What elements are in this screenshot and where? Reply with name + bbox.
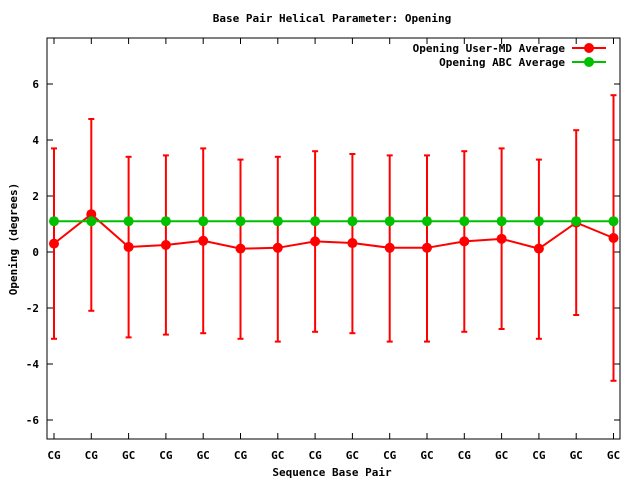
data-point-abc bbox=[310, 216, 321, 227]
data-point-user-md bbox=[422, 242, 432, 253]
data-point-abc bbox=[571, 216, 582, 227]
y-tick-label: -4 bbox=[26, 358, 40, 371]
x-axis-label: Sequence Base Pair bbox=[272, 466, 392, 479]
x-tick-label: GC bbox=[607, 449, 620, 462]
legend-swatch-marker bbox=[584, 57, 594, 67]
x-tick-label: CG bbox=[383, 449, 397, 462]
data-point-abc bbox=[49, 216, 59, 227]
x-tick-label: GC bbox=[197, 449, 210, 462]
y-tick-label: 0 bbox=[32, 246, 39, 259]
y-tick-label: -6 bbox=[26, 414, 40, 427]
data-point-user-md bbox=[86, 209, 97, 220]
data-point-user-md bbox=[533, 243, 544, 254]
data-point-abc bbox=[160, 216, 171, 227]
plot-frame bbox=[46, 37, 621, 440]
data-point-user-md bbox=[198, 235, 209, 246]
x-axis: CG CG GC CG GC CG GC CG GC CG GC CG GC CG GC GC bbox=[47, 38, 620, 462]
data-point-abc bbox=[533, 216, 544, 227]
y-tick-label: 2 bbox=[32, 190, 39, 203]
data-point-abc bbox=[272, 216, 283, 227]
data-point-user-md bbox=[496, 233, 507, 244]
data-point-user-md bbox=[608, 233, 619, 243]
y-tick-label: -2 bbox=[26, 302, 39, 315]
data-point-abc bbox=[384, 216, 395, 227]
x-tick-label: CG bbox=[47, 449, 61, 462]
x-tick-label: GC bbox=[122, 449, 135, 462]
legend-label: Opening ABC Average bbox=[439, 56, 565, 69]
data-point-user-md bbox=[310, 236, 321, 247]
x-tick-label: GC bbox=[420, 449, 433, 462]
data-point-abc bbox=[496, 216, 507, 227]
x-tick-label: CG bbox=[234, 449, 248, 462]
data-point-user-md bbox=[459, 236, 470, 247]
y-axis: -6 -4 -2 0 2 4 6 bbox=[26, 78, 620, 427]
x-tick-label: GC bbox=[271, 449, 284, 462]
chart-title: Base Pair Helical Parameter: Opening bbox=[213, 12, 451, 25]
data-point-user-md bbox=[384, 242, 395, 253]
series-user-md bbox=[49, 94, 619, 382]
data-point-abc bbox=[86, 216, 97, 227]
data-point-user-md bbox=[160, 240, 171, 250]
legend-label: Opening User-MD Average bbox=[413, 42, 566, 55]
data-point-abc bbox=[198, 216, 209, 227]
x-tick-label: GC bbox=[495, 449, 508, 462]
y-tick-label: 6 bbox=[32, 78, 39, 91]
data-point-user-md bbox=[49, 238, 59, 249]
data-point-abc bbox=[459, 216, 470, 227]
x-tick-label: GC bbox=[346, 449, 359, 462]
data-point-abc bbox=[235, 216, 246, 227]
data-point-abc bbox=[347, 216, 358, 227]
y-axis-label: Opening (degrees) bbox=[7, 183, 20, 296]
x-tick-label: CG bbox=[458, 449, 472, 462]
series-line-user-md bbox=[53, 212, 614, 250]
data-point-user-md bbox=[272, 242, 283, 253]
y-tick-label: 4 bbox=[32, 134, 39, 147]
data-point-user-md bbox=[123, 241, 134, 252]
x-tick-label: CG bbox=[85, 449, 99, 462]
data-point-abc bbox=[123, 216, 134, 227]
x-tick-label: CG bbox=[532, 449, 546, 462]
data-point-abc bbox=[422, 216, 432, 227]
series-abc bbox=[49, 216, 619, 227]
data-point-abc bbox=[608, 216, 619, 227]
data-point-user-md bbox=[235, 243, 246, 254]
x-tick-label: CG bbox=[308, 449, 322, 462]
x-tick-label: GC bbox=[570, 449, 583, 462]
legend-swatch-marker bbox=[584, 43, 594, 53]
data-point-user-md bbox=[347, 238, 358, 249]
x-tick-label: CG bbox=[159, 449, 173, 462]
series-layer bbox=[49, 94, 619, 382]
